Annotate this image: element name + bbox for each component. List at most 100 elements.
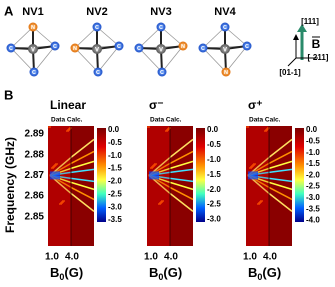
colorbar-tick-label: 0.0 (108, 125, 120, 134)
colorbar-tick-label: -1.0 (207, 155, 221, 164)
resonance (70, 138, 95, 158)
atom-label: N (224, 70, 228, 76)
atom-label: C (96, 70, 100, 76)
carbon (134, 43, 144, 53)
colorbar-tick-label: -3.5 (108, 215, 122, 224)
colorbar-tick-label: -2.0 (207, 185, 221, 194)
atom-label: V (223, 48, 227, 54)
noise (48, 126, 51, 128)
edge (202, 26, 226, 49)
carbon (6, 43, 16, 53)
edge (32, 26, 56, 47)
atom-label: C (223, 25, 227, 31)
y-tick-label: 2.85 (25, 211, 45, 222)
carbon (242, 41, 252, 51)
atom-label: C (159, 25, 163, 31)
resonance (70, 177, 95, 183)
edge (97, 45, 120, 73)
field-label: B (312, 37, 321, 51)
plot-title: σ⁻ (149, 98, 164, 112)
carbon (157, 67, 167, 77)
y-tick-label: 2.87 (25, 170, 45, 181)
x-axis-label: B0(G) (149, 265, 182, 282)
colorbar-tick-label: -3.5 (306, 204, 320, 213)
carbon (92, 22, 102, 32)
resonance (70, 160, 95, 170)
x-label-unit: (G) (64, 265, 83, 280)
carbon (93, 67, 103, 77)
x-label-unit: (G) (262, 265, 281, 280)
x-tick-label: 1.0 (243, 252, 257, 263)
heatmap (147, 126, 194, 246)
noise (59, 203, 62, 205)
edge (224, 26, 248, 47)
plot-subtitle: Data Calc. (51, 117, 83, 124)
nv-label: NV3 (150, 6, 171, 18)
atom-label: C (32, 70, 36, 76)
colorbar-tick-label: -4.0 (306, 216, 320, 225)
noise (147, 126, 150, 128)
edge (10, 47, 35, 73)
nitrogen (178, 41, 188, 51)
atom-label: N (73, 46, 77, 52)
y-tick-label: 2.89 (25, 129, 45, 140)
resonance (169, 138, 194, 158)
nv-label: NV4 (214, 6, 236, 18)
colorbar-tick-label: -2.5 (108, 189, 122, 198)
y-axis-label: Frequency (GHz) (3, 137, 17, 233)
plot-title: σ⁺ (248, 98, 263, 112)
noise (264, 130, 267, 132)
axis-label: [01-1] (279, 68, 301, 77)
resonance (268, 138, 293, 158)
resonance (169, 168, 194, 174)
x-label-symbol: B (149, 265, 158, 280)
edge (138, 47, 163, 73)
edge (74, 26, 98, 49)
resonance (268, 177, 293, 183)
plot-title: Linear (50, 98, 86, 112)
carbon (29, 67, 39, 77)
colorbar-tick-label: -2.5 (306, 182, 320, 191)
edge (160, 26, 184, 47)
x-tick-label: 1.0 (45, 252, 59, 263)
carbon (198, 43, 208, 53)
resonance (169, 186, 194, 201)
x-label-symbol: B (248, 265, 257, 280)
tetrahedron: V C C N C (134, 22, 188, 77)
edge (10, 26, 34, 49)
x-label-subscript: 0 (59, 272, 64, 282)
edge (74, 47, 99, 73)
atom-label: N (31, 25, 35, 31)
x-label-symbol: B (50, 265, 59, 280)
colorbar-tick-label: -1.5 (108, 164, 122, 173)
atom-label: C (245, 44, 249, 50)
heatmap (48, 126, 95, 246)
colorbar-tick-label: -2.0 (306, 170, 320, 179)
dip (149, 171, 159, 180)
resonance (70, 186, 95, 201)
edge (225, 45, 248, 73)
vacancy (28, 44, 38, 54)
atom-label: V (31, 48, 35, 54)
nitrogen (28, 22, 38, 32)
resonance (268, 181, 293, 191)
edge (161, 45, 184, 73)
atom-label: V (159, 48, 163, 54)
resonance (169, 192, 194, 212)
vacancy (156, 44, 166, 54)
noise (246, 126, 249, 128)
atom-label: C (95, 25, 99, 31)
noise (158, 203, 161, 205)
plot-subtitle: Data Calc. (150, 117, 182, 124)
colorbar-tick-label: 0.0 (306, 125, 318, 134)
colorbar (295, 128, 304, 222)
resonance (70, 192, 95, 212)
resonance (169, 150, 194, 165)
colorbar-tick-label: -2.5 (207, 200, 221, 209)
atom-label: N (181, 44, 185, 50)
colorbar-tick-label: -2.0 (108, 177, 122, 186)
noise (257, 203, 260, 205)
resonance (268, 160, 293, 170)
x-label-unit: (G) (163, 265, 182, 280)
